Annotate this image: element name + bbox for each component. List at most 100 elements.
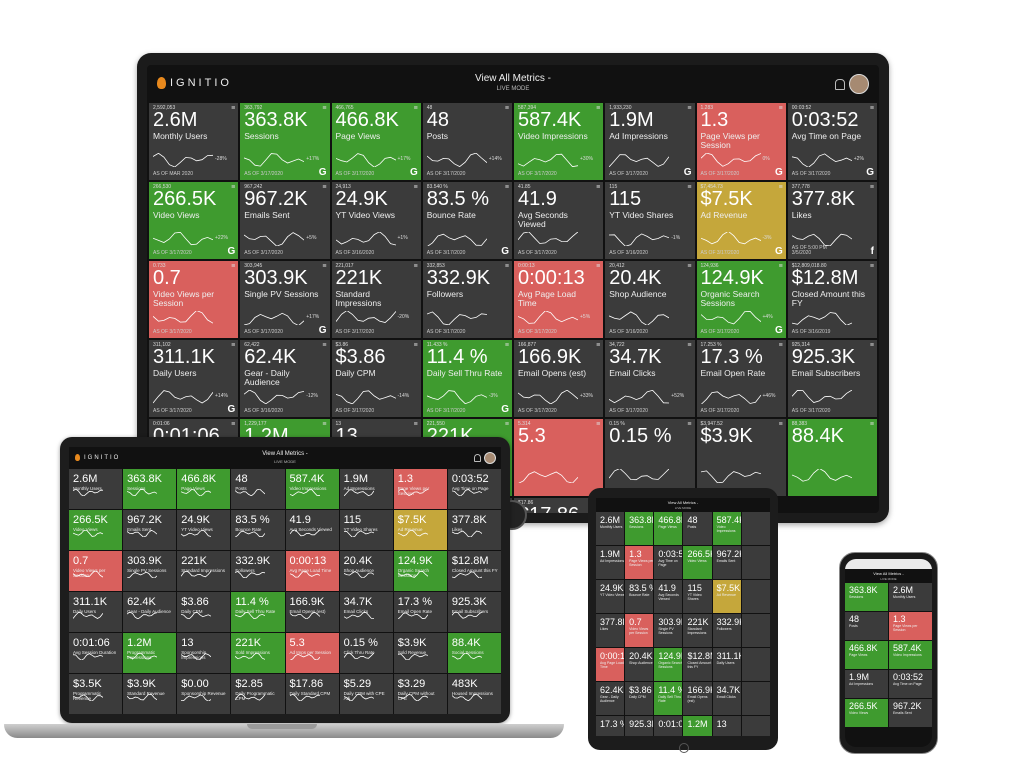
metric-tile[interactable]: 925.3K Email Subscribers bbox=[447, 592, 501, 632]
menu-icon[interactable]: ≡ bbox=[778, 105, 783, 112]
metric-tile[interactable]: 166,877 166.9K Email Opens (est) ≡ AS OF 3/1… bbox=[514, 340, 604, 417]
menu-icon[interactable]: ≡ bbox=[504, 184, 509, 191]
metric-tile[interactable]: 1.3 Page Views per Session bbox=[393, 469, 447, 509]
live-mode-label[interactable]: LIVE MODE bbox=[496, 86, 530, 92]
metric-tile[interactable]: 925,314 925.3K Email Subscribers ≡ AS OF 3/1… bbox=[787, 340, 877, 417]
menu-icon[interactable]: ≡ bbox=[687, 263, 692, 270]
metric-tile[interactable]: 13 bbox=[712, 716, 741, 736]
metric-tile[interactable]: 48 Posts bbox=[231, 469, 285, 509]
metric-tile[interactable]: 1.2M Programmatic Impressions bbox=[123, 633, 177, 673]
metric-tile[interactable]: $3.9K Standard Revenue bbox=[123, 674, 177, 714]
metric-tile[interactable]: 17.3 % bbox=[596, 716, 625, 736]
live-mode-label[interactable]: LIVE MODE bbox=[674, 506, 692, 510]
menu-icon[interactable]: ≡ bbox=[322, 421, 327, 428]
menu-icon[interactable]: ≡ bbox=[869, 263, 874, 270]
menu-icon[interactable]: ≡ bbox=[504, 263, 509, 270]
menu-icon[interactable]: ≡ bbox=[322, 105, 327, 112]
metric-tile[interactable]: 0.7 Video Views per Session bbox=[69, 551, 123, 591]
menu-icon[interactable]: ≡ bbox=[231, 342, 236, 349]
metric-tile[interactable]: 24,913 24.9K YT Video Views ≡ AS OF 3/16/202… bbox=[331, 182, 421, 259]
metric-tile[interactable]: 0:01:06 bbox=[654, 716, 683, 736]
menu-icon[interactable]: ≡ bbox=[322, 263, 327, 270]
menu-icon[interactable]: ≡ bbox=[778, 342, 783, 349]
metric-tile[interactable]: 115 YT Video Shares bbox=[683, 580, 712, 613]
menu-icon[interactable]: ≡ bbox=[869, 342, 874, 349]
metric-tile[interactable]: 48 Posts bbox=[683, 512, 712, 545]
metric-tile[interactable]: $3.86 $3.86 Daily CPM ≡ AS OF 3/17/2020 -14% bbox=[331, 340, 421, 417]
metric-tile[interactable]: 0.733 0.7 Video Views per Session ≡ AS OF 3/… bbox=[149, 261, 239, 338]
menu-icon[interactable]: ≡ bbox=[231, 184, 236, 191]
menu-icon[interactable]: ≡ bbox=[687, 421, 692, 428]
menu-icon[interactable]: ≡ bbox=[869, 105, 874, 112]
metric-tile[interactable]: 20.4K Shop Audience bbox=[625, 648, 654, 681]
metric-tile[interactable]: $17.86 Daily Standard CPM bbox=[285, 674, 339, 714]
metric-tile[interactable]: $3.9K Sold Revenue bbox=[393, 633, 447, 673]
browser-url-bar[interactable] bbox=[845, 559, 932, 569]
menu-icon[interactable]: ≡ bbox=[504, 421, 509, 428]
metric-tile[interactable]: 2.6M Monthly Users bbox=[596, 512, 625, 545]
metric-tile[interactable]: 0:00:13 0:00:13 Avg Page Load Time ≡ AS OF 3… bbox=[514, 261, 604, 338]
bell-icon[interactable] bbox=[474, 454, 481, 462]
brand-logo[interactable]: IGNITIO bbox=[157, 77, 232, 89]
metric-tile[interactable]: 11.4 %Daily Sell Thru Rate bbox=[231, 592, 285, 632]
metric-tile[interactable]: 221,017 221K Standard Impressions ≡ AS OF 3/… bbox=[331, 261, 421, 338]
metric-tile[interactable]: $7.5K Ad Revenue bbox=[712, 580, 741, 613]
metric-tile[interactable]: 1.3 Page Views per Session bbox=[625, 546, 654, 579]
metric-tile[interactable]: 34.7K Email Clicks bbox=[339, 592, 393, 632]
view-title[interactable]: View All Metrics - bbox=[667, 500, 699, 505]
metric-tile[interactable]: 24.9K YT Video Views bbox=[177, 510, 231, 550]
metric-tile[interactable]: 2.6M Monthly Users bbox=[69, 469, 123, 509]
metric-tile[interactable]: 115 YT Video Shares bbox=[339, 510, 393, 550]
metric-tile[interactable]: 24.9K YT Video Views bbox=[596, 580, 625, 613]
metric-tile[interactable]: 2,592,053 2.6M Monthly Users ≡ AS OF MAR 202… bbox=[149, 103, 239, 180]
menu-icon[interactable]: ≡ bbox=[413, 342, 418, 349]
metric-tile[interactable] bbox=[741, 648, 770, 681]
metric-tile[interactable]: 41.85 41.9 Avg Seconds Viewed ≡ AS OF 3/17/2… bbox=[514, 182, 604, 259]
view-title[interactable]: View All Metrics - bbox=[873, 571, 904, 576]
metric-tile[interactable]: 88,383 88.4K ≡ bbox=[787, 419, 877, 496]
metric-tile[interactable]: 20,412 20.4K Shop Audience ≡ AS OF 3/16/2020 bbox=[605, 261, 695, 338]
metric-tile[interactable]: 483K Housed Impressions bbox=[447, 674, 501, 714]
metric-tile[interactable]: 363,792 363.8K Sessions ≡ AS OF 3/17/2020 G +1… bbox=[240, 103, 330, 180]
metric-tile[interactable]: 1.2M bbox=[683, 716, 712, 736]
metric-tile[interactable]: $12,809,018.80 $12.8M Closed Amount this F… bbox=[787, 261, 877, 338]
menu-icon[interactable]: ≡ bbox=[231, 263, 236, 270]
menu-icon[interactable]: ≡ bbox=[778, 184, 783, 191]
metric-tile[interactable]: 925.3K bbox=[625, 716, 654, 736]
metric-tile[interactable]: 17.253 % 17.3 % Email Open Rate ≡ AS OF 3/17… bbox=[696, 340, 786, 417]
metric-tile[interactable]: 11.433 % 11.4 % Daily Sell Thru Rate ≡ AS OF… bbox=[422, 340, 512, 417]
bell-icon[interactable] bbox=[835, 79, 845, 90]
metric-tile[interactable]: 0.15 % Click Thru Rate bbox=[339, 633, 393, 673]
menu-icon[interactable]: ≡ bbox=[596, 184, 601, 191]
brand-logo[interactable]: IGNITIO bbox=[75, 454, 120, 461]
menu-icon[interactable]: ≡ bbox=[413, 105, 418, 112]
view-title[interactable]: View All Metrics - bbox=[475, 73, 551, 84]
avatar[interactable] bbox=[849, 74, 869, 94]
metric-tile[interactable] bbox=[741, 546, 770, 579]
menu-icon[interactable]: ≡ bbox=[687, 184, 692, 191]
menu-icon[interactable]: ≡ bbox=[687, 342, 692, 349]
menu-icon[interactable]: ≡ bbox=[687, 105, 692, 112]
view-title[interactable]: View All Metrics - bbox=[262, 451, 308, 457]
menu-icon[interactable]: ≡ bbox=[869, 421, 874, 428]
metric-tile[interactable]: 83.5 %Bounce Rate bbox=[231, 510, 285, 550]
metric-tile[interactable]: 34,722 34.7K Email Clicks ≡ AS OF 3/17/2020 +… bbox=[605, 340, 695, 417]
